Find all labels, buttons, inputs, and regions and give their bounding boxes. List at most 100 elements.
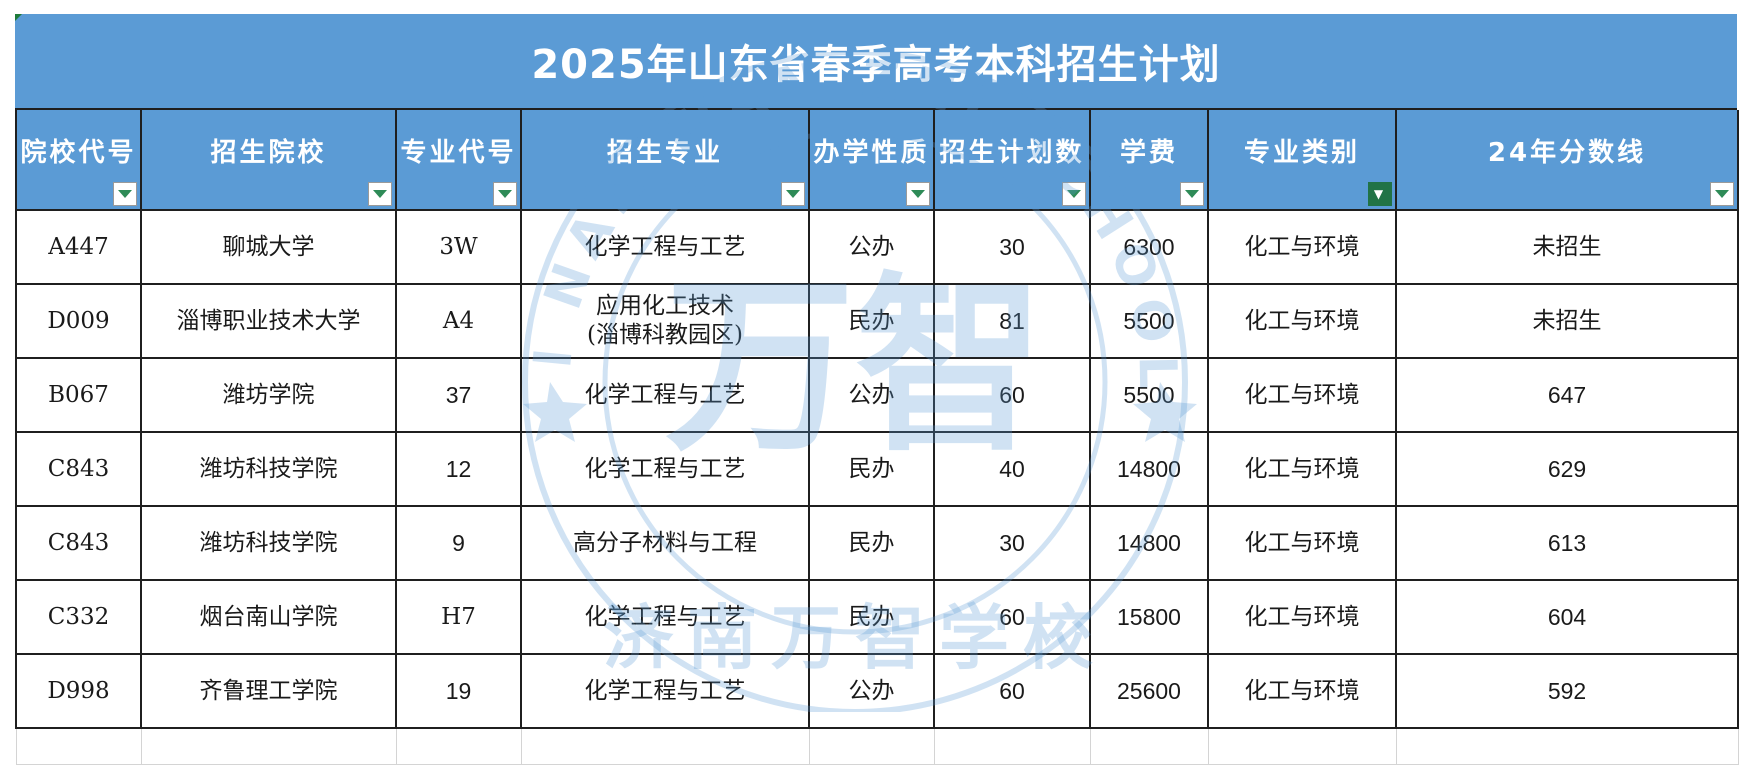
plan-count-cell[interactable]: 30: [933, 505, 1091, 581]
empty-cell[interactable]: [15, 727, 142, 765]
column-header: 招生专业: [520, 110, 810, 211]
school-nature-cell[interactable]: 公办: [808, 209, 935, 285]
major-name-line: 化学工程与工艺: [584, 603, 746, 630]
tuition-cell[interactable]: 14800: [1089, 431, 1209, 507]
table-row: C843 潍坊科技学院 12 化学工程与工艺 民办 40 14800 化工与环境 629: [15, 431, 1739, 507]
school-name-cell[interactable]: 潍坊科技学院: [140, 431, 397, 507]
school-name-cell[interactable]: 潍坊科技学院: [140, 505, 397, 581]
empty-cell[interactable]: [1207, 727, 1397, 765]
empty-cell[interactable]: [1089, 727, 1209, 765]
major-name-cell[interactable]: 化学工程与工艺: [520, 653, 810, 729]
major-code-cell[interactable]: 37: [395, 357, 522, 433]
school-nature-cell[interactable]: 公办: [808, 653, 935, 729]
major-name-line: 高分子材料与工程: [573, 529, 757, 556]
tuition-cell[interactable]: 5500: [1089, 357, 1209, 433]
major-name-cell[interactable]: 应用化工技术 (淄博科教园区): [520, 283, 810, 359]
school-name-cell[interactable]: 聊城大学: [140, 209, 397, 285]
score-line-cell[interactable]: 647: [1395, 357, 1739, 433]
column-header-label: 招生计划数: [939, 138, 1085, 168]
school-name-cell[interactable]: 淄博职业技术大学: [140, 283, 397, 359]
filter-active-icon[interactable]: ▼: [1368, 182, 1392, 206]
school-code-cell[interactable]: C843: [15, 431, 142, 507]
major-name-line: 应用化工技术: [596, 293, 734, 320]
major-category-cell[interactable]: 化工与环境: [1207, 505, 1397, 581]
table-row: A447 聊城大学 3W 化学工程与工艺 公办 30 6300 化工与环境 未招生: [15, 209, 1739, 285]
filter-dropdown-icon[interactable]: [1710, 182, 1734, 206]
empty-cell[interactable]: [520, 727, 810, 765]
column-header: 24年分数线: [1395, 110, 1739, 211]
plan-count-cell[interactable]: 30: [933, 209, 1091, 285]
tuition-cell[interactable]: 6300: [1089, 209, 1209, 285]
table-row: D998 齐鲁理工学院 19 化学工程与工艺 公办 60 25600 化工与环境 592: [15, 653, 1739, 729]
score-line-cell[interactable]: 未招生: [1395, 209, 1739, 285]
plan-count-cell[interactable]: 60: [933, 357, 1091, 433]
school-name-cell[interactable]: 烟台南山学院: [140, 579, 397, 655]
column-header: 办学性质: [808, 110, 935, 211]
plan-count-cell[interactable]: 60: [933, 653, 1091, 729]
major-code-cell[interactable]: 9: [395, 505, 522, 581]
school-nature-cell[interactable]: 民办: [808, 505, 935, 581]
school-name-cell[interactable]: 潍坊学院: [140, 357, 397, 433]
filter-dropdown-icon[interactable]: [493, 182, 517, 206]
filter-dropdown-icon[interactable]: [1180, 182, 1204, 206]
major-name-cell[interactable]: 化学工程与工艺: [520, 431, 810, 507]
major-name-cell[interactable]: 化学工程与工艺: [520, 579, 810, 655]
major-category-cell[interactable]: 化工与环境: [1207, 209, 1397, 285]
major-category-cell[interactable]: 化工与环境: [1207, 653, 1397, 729]
filter-dropdown-icon[interactable]: [113, 182, 137, 206]
column-header-label: 招生院校: [210, 138, 327, 168]
score-line-cell[interactable]: 613: [1395, 505, 1739, 581]
score-line-cell[interactable]: 629: [1395, 431, 1739, 507]
column-header: 招生院校: [140, 110, 397, 211]
major-name-line: (淄博科教园区): [587, 322, 743, 348]
major-name-line: 化学工程与工艺: [584, 677, 746, 704]
school-nature-cell[interactable]: 民办: [808, 579, 935, 655]
score-line-cell[interactable]: 604: [1395, 579, 1739, 655]
major-code-cell[interactable]: 12: [395, 431, 522, 507]
school-nature-cell[interactable]: 公办: [808, 357, 935, 433]
major-code-cell[interactable]: 19: [395, 653, 522, 729]
major-category-cell[interactable]: 化工与环境: [1207, 357, 1397, 433]
major-category-cell[interactable]: 化工与环境: [1207, 579, 1397, 655]
major-name-cell[interactable]: 化学工程与工艺: [520, 209, 810, 285]
major-code-cell[interactable]: A4: [395, 283, 522, 359]
tuition-cell[interactable]: 5500: [1089, 283, 1209, 359]
empty-cell[interactable]: [933, 727, 1091, 765]
tuition-cell[interactable]: 14800: [1089, 505, 1209, 581]
score-line-cell[interactable]: 592: [1395, 653, 1739, 729]
empty-cell[interactable]: [395, 727, 522, 765]
school-name-cell[interactable]: 齐鲁理工学院: [140, 653, 397, 729]
school-code-cell[interactable]: D998: [15, 653, 142, 729]
school-nature-cell[interactable]: 民办: [808, 283, 935, 359]
school-code-cell[interactable]: A447: [15, 209, 142, 285]
filter-dropdown-icon[interactable]: [368, 182, 392, 206]
column-header: 专业类别 ▼: [1207, 110, 1397, 211]
school-code-cell[interactable]: D009: [15, 283, 142, 359]
empty-cell[interactable]: [1395, 727, 1739, 765]
school-code-cell[interactable]: C332: [15, 579, 142, 655]
major-name-cell[interactable]: 高分子材料与工程: [520, 505, 810, 581]
filter-dropdown-icon[interactable]: [1062, 182, 1086, 206]
major-category-cell[interactable]: 化工与环境: [1207, 283, 1397, 359]
empty-row: [15, 727, 1739, 765]
major-code-cell[interactable]: 3W: [395, 209, 522, 285]
major-category-cell[interactable]: 化工与环境: [1207, 431, 1397, 507]
table-body: A447 聊城大学 3W 化学工程与工艺 公办 30 6300 化工与环境 未招生 D009 淄博职…: [15, 209, 1739, 765]
column-header-label: 专业代号: [400, 138, 517, 168]
school-code-cell[interactable]: C843: [15, 505, 142, 581]
filter-dropdown-icon[interactable]: [781, 182, 805, 206]
tuition-cell[interactable]: 15800: [1089, 579, 1209, 655]
school-nature-cell[interactable]: 民办: [808, 431, 935, 507]
tuition-cell[interactable]: 25600: [1089, 653, 1209, 729]
score-line-cell[interactable]: 未招生: [1395, 283, 1739, 359]
major-code-cell[interactable]: H7: [395, 579, 522, 655]
school-code-cell[interactable]: B067: [15, 357, 142, 433]
plan-count-cell[interactable]: 40: [933, 431, 1091, 507]
column-header: 专业代号: [395, 110, 522, 211]
major-name-cell[interactable]: 化学工程与工艺: [520, 357, 810, 433]
empty-cell[interactable]: [140, 727, 397, 765]
filter-dropdown-icon[interactable]: [906, 182, 930, 206]
empty-cell[interactable]: [808, 727, 935, 765]
plan-count-cell[interactable]: 81: [933, 283, 1091, 359]
plan-count-cell[interactable]: 60: [933, 579, 1091, 655]
